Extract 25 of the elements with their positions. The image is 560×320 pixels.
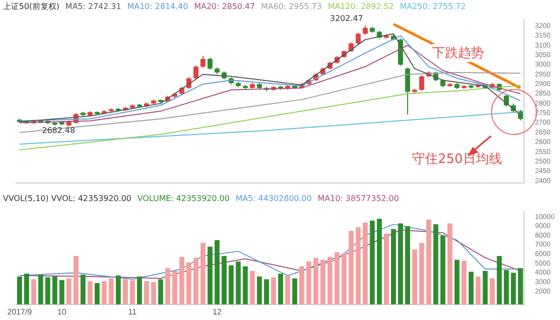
candlestick xyxy=(362,25,368,36)
chart-title: VVOL(5,10) VVOL: 42353920.00 xyxy=(3,193,132,205)
annotation: 2682.48 xyxy=(42,126,76,135)
text: MA60: 2955.73 xyxy=(260,1,322,13)
text: MA10: 38577352.00 xyxy=(318,193,399,205)
chart-title: 上证50(前复权) xyxy=(3,1,60,13)
candlestick xyxy=(419,74,424,92)
candlestick xyxy=(200,56,206,68)
candlestick xyxy=(356,32,361,45)
annotation: 下跌趋势 xyxy=(432,44,484,62)
candlestick xyxy=(193,64,198,80)
x-tick-label: 12 xyxy=(212,307,222,316)
candlestick xyxy=(405,67,410,116)
text: MA120: 2892.52 xyxy=(328,1,394,13)
text: MA5: 2742.31 xyxy=(65,1,122,13)
text: MA10: 2814.40 xyxy=(127,1,188,13)
text: MA20: 2850.47 xyxy=(194,1,255,13)
x-tick-label: 10 xyxy=(57,307,67,316)
text: MA250: 2755.72 xyxy=(400,1,466,13)
text: MA5: 44302800.00 xyxy=(236,193,312,205)
annotation: 3202.47 xyxy=(330,14,364,23)
x-tick-label: 2017/9 xyxy=(7,307,32,316)
candlestick xyxy=(208,57,213,70)
text: VOLUME: 42353920.00 xyxy=(137,193,230,205)
x-tick-label: 11 xyxy=(128,307,138,316)
